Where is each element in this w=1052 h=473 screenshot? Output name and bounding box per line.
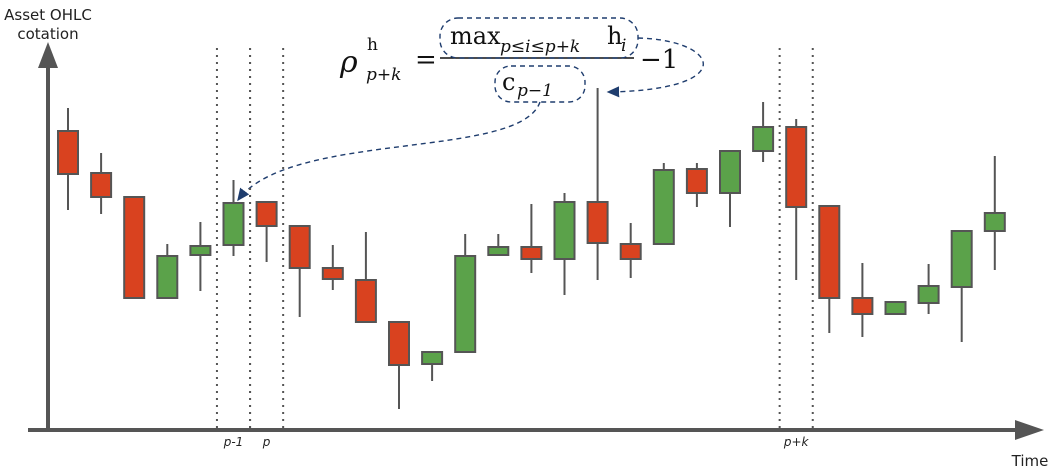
formula-text: ρ — [339, 45, 358, 80]
candle-body — [884, 301, 907, 315]
y-axis-label: cotation — [17, 25, 78, 43]
candle-body — [983, 212, 1006, 232]
formula-text: −1 — [640, 45, 678, 75]
candle-body — [619, 243, 642, 260]
axes — [28, 42, 1044, 440]
formula-text: max — [450, 22, 501, 50]
candle-body — [685, 168, 708, 194]
candle-body — [255, 201, 278, 227]
candle-body — [156, 255, 179, 299]
candle-body — [752, 126, 775, 152]
candle-body — [917, 285, 940, 304]
y-axis-label: Asset OHLC — [4, 6, 92, 24]
x-tick-label: p+k — [783, 435, 810, 449]
candle-body — [785, 126, 808, 208]
candle-body — [487, 246, 510, 256]
candle-body — [189, 245, 212, 256]
candle-body — [454, 255, 477, 353]
candle-body — [354, 279, 377, 323]
candle-body — [586, 201, 609, 244]
candle-body — [851, 297, 874, 315]
formula-text: h — [607, 22, 622, 50]
candle-body — [321, 267, 344, 280]
formula-text: p≤i≤p+k — [500, 37, 580, 57]
formula-text: p−1 — [517, 81, 553, 101]
candle-body — [123, 196, 146, 299]
candle-body — [90, 172, 113, 198]
x-axis-label: Time — [1011, 452, 1049, 470]
candle-body — [222, 202, 245, 246]
formula-text: = — [415, 45, 437, 75]
formula: ρ h p+k = max p≤i≤p+k h i −1 c p−1 — [339, 22, 678, 101]
candle-body — [652, 169, 675, 245]
candle-body — [520, 246, 543, 260]
candle-body — [950, 230, 973, 288]
candle-body — [719, 150, 741, 194]
formula-text: c — [502, 68, 515, 96]
formula-text: i — [621, 36, 626, 56]
candle-body — [553, 201, 576, 260]
formula-text: h — [367, 35, 378, 55]
annotation-arrows — [237, 17, 704, 202]
x-tick-label: p — [262, 435, 271, 449]
candle-body — [421, 351, 444, 365]
x-tick-label: p-1 — [223, 435, 244, 449]
candle-body — [818, 205, 841, 299]
candle-body — [57, 130, 79, 175]
candle-body — [288, 225, 311, 269]
formula-text: p+k — [366, 65, 401, 85]
candle-body — [388, 321, 410, 366]
